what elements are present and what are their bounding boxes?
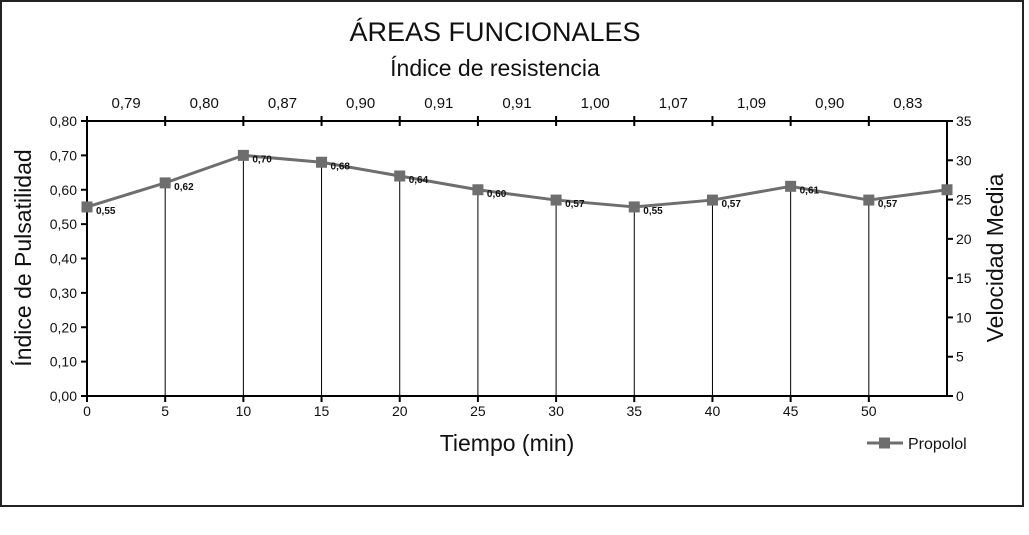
- y2-tick-label: 20: [956, 231, 972, 247]
- data-label: 0,55: [643, 206, 663, 217]
- data-label: 0,55: [96, 206, 116, 217]
- data-point: [159, 177, 171, 189]
- data-point: [472, 184, 484, 196]
- data-label: 0,57: [721, 199, 741, 210]
- x-tick-label: 25: [470, 403, 486, 419]
- y-tick-label: 0,00: [50, 388, 77, 404]
- legend-label: Propolol: [908, 436, 967, 453]
- series-line: [86, 153, 948, 209]
- data-label: 0,70: [252, 154, 272, 165]
- x-tick-label: 0: [83, 403, 91, 419]
- y2-tick-label: 5: [956, 349, 964, 365]
- data-point: [316, 156, 328, 168]
- resistance-index-label: 1,09: [737, 95, 766, 112]
- y2-tick-label: 30: [956, 152, 972, 168]
- x-tick-label: 35: [626, 403, 642, 419]
- resistance-index-label: 1,00: [581, 95, 610, 112]
- y-tick-label: 0,70: [50, 147, 77, 163]
- x-tick-label: 50: [861, 403, 877, 419]
- resistance-index-label: 0,91: [424, 95, 453, 112]
- data-point: [81, 201, 93, 213]
- data-point: [785, 180, 797, 192]
- data-label: 0,60: [487, 189, 507, 200]
- drop-lines: [164, 155, 870, 396]
- data-label: 0,57: [565, 199, 585, 210]
- data-point: [394, 170, 406, 182]
- x-axis-title: Tiempo (min): [440, 430, 575, 456]
- y-tick-label: 0,20: [50, 319, 77, 335]
- data-label: 0,61: [800, 185, 820, 196]
- chart-title: ÁREAS FUNCIONALES: [349, 17, 640, 47]
- data-label: 0,57: [878, 199, 898, 210]
- chart-subtitle: Índice de resistencia: [390, 55, 600, 81]
- series-layer: 0,55 0,62 0,70 0,68 0,64 0,60 0,57 0,55 0,57 0,61…: [81, 149, 953, 217]
- y2-tick-label: 35: [956, 113, 972, 129]
- y2-tick-label: 25: [956, 192, 972, 208]
- y2-axis-title: Velocidad Media: [982, 173, 1008, 342]
- x-tick-label: 45: [783, 403, 799, 419]
- resistance-index-label: 0,87: [268, 95, 297, 112]
- y2-tick-label: 15: [956, 270, 972, 286]
- y2-tick-label: 10: [956, 309, 972, 325]
- resistance-index-label: 0,79: [111, 95, 140, 112]
- x-tick-label: 30: [548, 403, 564, 419]
- data-point: [237, 149, 249, 161]
- axes: 0,00 0,10 0,20 0,30 0,40 0,50 0,60 0,70 0,80 0 5 10…: [50, 95, 972, 419]
- chart-frame: [0, 0, 1024, 507]
- y-tick-label: 0,60: [50, 182, 77, 198]
- data-point: [628, 201, 640, 213]
- resistance-index-label: 0,90: [346, 95, 375, 112]
- y2-tick-label: 0: [956, 388, 964, 404]
- x-tick-label: 10: [236, 403, 252, 419]
- y-tick-label: 0,10: [50, 354, 77, 370]
- resistance-index-label: 0,90: [815, 95, 844, 112]
- y-tick-label: 0,40: [50, 251, 77, 267]
- resistance-index-label: 1,07: [659, 95, 688, 112]
- resistance-index-label: 0,80: [190, 95, 219, 112]
- data-label: 0,68: [331, 161, 351, 172]
- x-tick-label: 40: [705, 403, 721, 419]
- data-point: [550, 194, 562, 206]
- x-tick-label: 20: [392, 403, 408, 419]
- resistance-index-label: 0,91: [502, 95, 531, 112]
- resistance-index-label: 0,83: [893, 95, 922, 112]
- y-axis-title: Índice de Pulsatilidad: [10, 149, 36, 366]
- legend-marker: [879, 437, 890, 449]
- y-tick-label: 0,50: [50, 216, 77, 232]
- legend: Propolol: [867, 436, 967, 453]
- data-point: [863, 194, 875, 206]
- y-tick-label: 0,80: [50, 113, 77, 129]
- data-label: 0,64: [409, 175, 429, 186]
- x-tick-label: 15: [314, 403, 330, 419]
- data-point: [706, 194, 718, 206]
- y-tick-label: 0,30: [50, 285, 77, 301]
- data-point: [941, 184, 953, 196]
- data-label: 0,62: [174, 182, 194, 193]
- x-tick-label: 5: [161, 403, 169, 419]
